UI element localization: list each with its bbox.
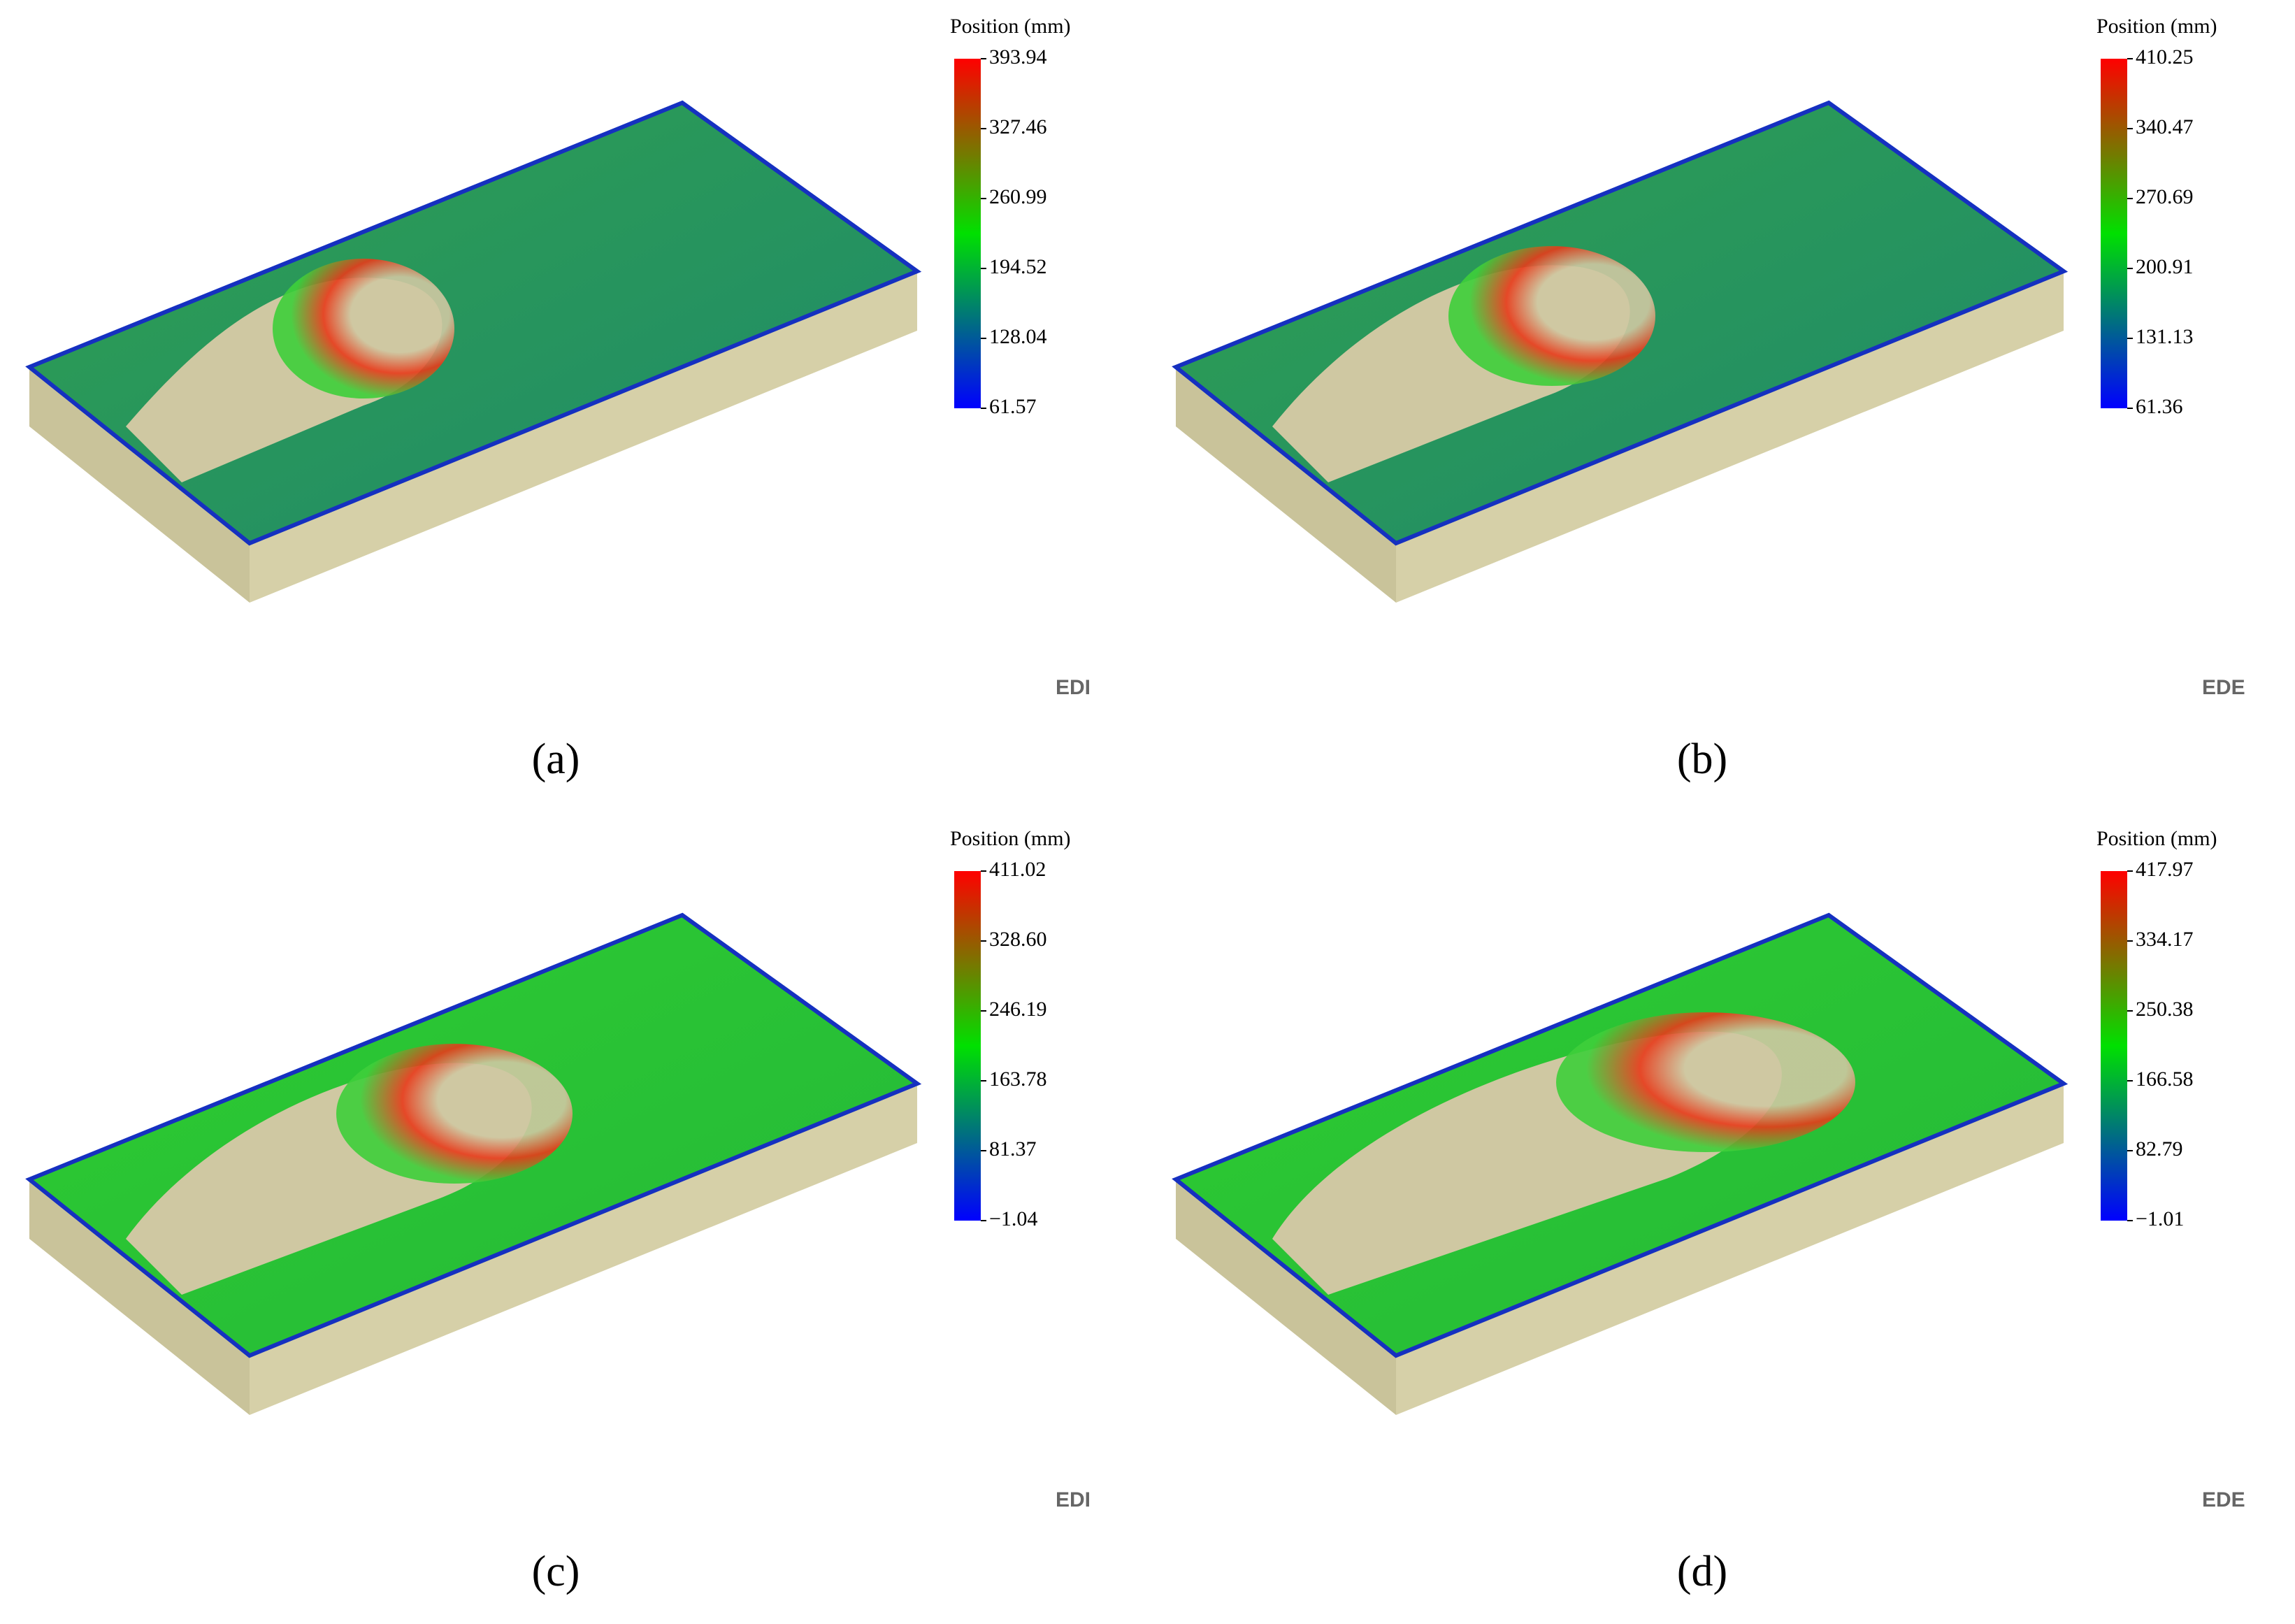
colorbar-tick-label: 163.78 xyxy=(989,1068,1047,1091)
panel: Position (mm) 393.94 327.46 260.99 194.52 128… xyxy=(25,15,1091,783)
colorbar-tick-label: −1.01 xyxy=(2136,1207,2184,1230)
logo: EDI xyxy=(1056,1488,1091,1511)
slab-side-left xyxy=(1176,367,1396,603)
colorbar-tick-label: 328.60 xyxy=(989,928,1047,951)
bucket-heap xyxy=(336,1044,573,1184)
panel: Position (mm) 410.25 340.47 270.69 200.91 131… xyxy=(1172,15,2245,783)
colorbar-tick-label: 61.57 xyxy=(989,395,1037,418)
colorbar-tick-label: 410.25 xyxy=(2136,45,2194,69)
bucket-heap xyxy=(1556,1012,1855,1152)
colorbar xyxy=(954,59,981,408)
bucket-heap xyxy=(273,259,454,398)
slab-side-front xyxy=(250,271,917,603)
legend-title: Position (mm) xyxy=(2096,827,2217,850)
colorbar xyxy=(2101,59,2127,408)
colorbar-tick-label: 61.36 xyxy=(2136,395,2183,418)
colorbar-tick-label: 82.79 xyxy=(2136,1137,2183,1160)
colorbar-tick-label: 270.69 xyxy=(2136,185,2194,208)
slab-side-front xyxy=(1396,1084,2064,1415)
slab-side-left xyxy=(1176,1179,1396,1415)
panel: Position (mm) 411.02 328.60 246.19 163.78 81.… xyxy=(25,827,1091,1595)
colorbar-tick-label: 340.47 xyxy=(2136,115,2194,138)
colorbar xyxy=(2101,871,2127,1221)
colorbar-tick-label: 250.38 xyxy=(2136,998,2194,1021)
colorbar-tick-label: 128.04 xyxy=(989,325,1047,348)
logo: EDI xyxy=(1056,676,1091,699)
panel-caption: (a) xyxy=(532,735,580,783)
colorbar-tick-label: 194.52 xyxy=(989,255,1047,278)
logo: EDE xyxy=(2202,1488,2245,1511)
panel: Position (mm) 417.97 334.17 250.38 166.58 82.… xyxy=(1172,827,2245,1595)
slab-side-front xyxy=(250,1084,917,1415)
colorbar-tick-label: 327.46 xyxy=(989,115,1047,138)
slab-side-left xyxy=(29,1179,250,1415)
slab-side-left xyxy=(29,367,250,603)
colorbar-tick-label: −1.04 xyxy=(989,1207,1037,1230)
colorbar-tick-label: 81.37 xyxy=(989,1137,1037,1160)
colorbar-tick-label: 334.17 xyxy=(2136,928,2194,951)
legend-title: Position (mm) xyxy=(2096,15,2217,38)
legend-title: Position (mm) xyxy=(950,15,1071,38)
colorbar xyxy=(954,871,981,1221)
panel-caption: (d) xyxy=(1677,1548,1727,1595)
slab-side-front xyxy=(1396,271,2064,603)
legend-title: Position (mm) xyxy=(950,827,1071,850)
colorbar-tick-label: 411.02 xyxy=(989,858,1046,881)
bucket-heap xyxy=(1448,246,1655,386)
logo: EDE xyxy=(2202,676,2245,699)
colorbar-tick-label: 393.94 xyxy=(989,45,1047,69)
colorbar-tick-label: 200.91 xyxy=(2136,255,2194,278)
colorbar-tick-label: 260.99 xyxy=(989,185,1047,208)
colorbar-tick-label: 246.19 xyxy=(989,998,1047,1021)
colorbar-tick-label: 131.13 xyxy=(2136,325,2194,348)
panel-caption: (c) xyxy=(532,1548,580,1595)
colorbar-tick-label: 417.97 xyxy=(2136,858,2194,881)
panel-caption: (b) xyxy=(1677,735,1727,783)
colorbar-tick-label: 166.58 xyxy=(2136,1068,2194,1091)
